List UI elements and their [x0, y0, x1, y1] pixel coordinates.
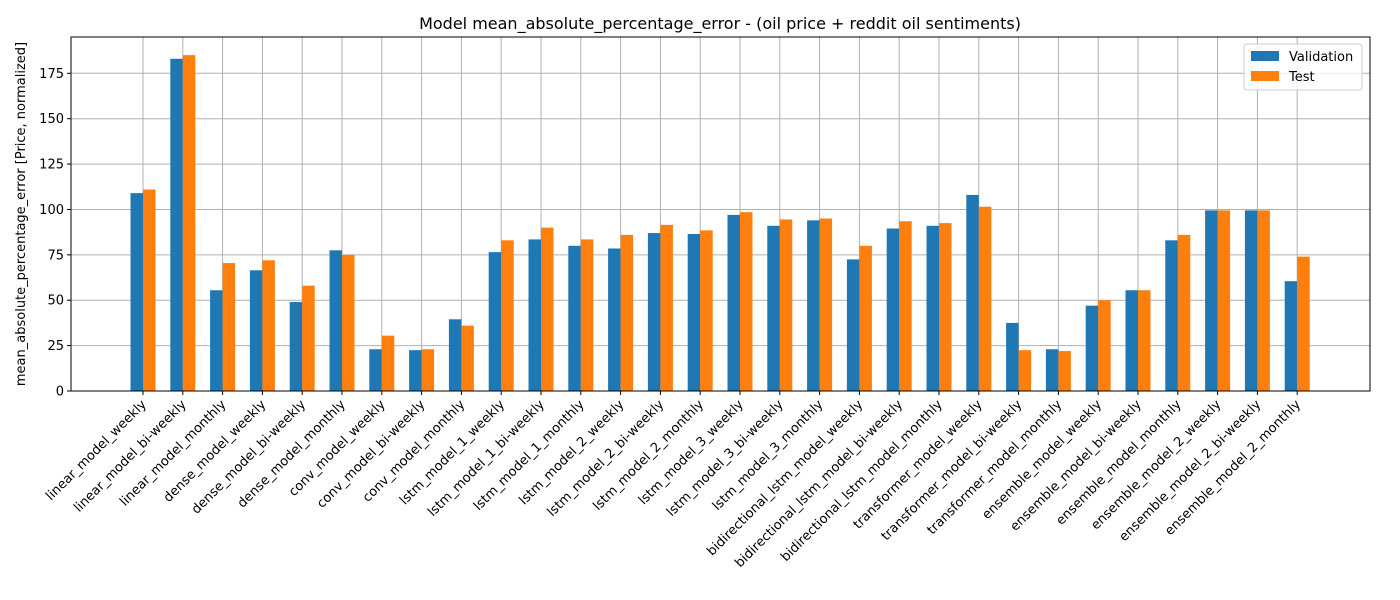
- bar-validation: [1085, 305, 1099, 391]
- bar-validation: [568, 245, 581, 391]
- bar-validation: [608, 248, 621, 391]
- bar-validation: [926, 225, 939, 391]
- bar-validation: [846, 259, 860, 391]
- legend-label-validation: Validation: [1289, 50, 1353, 65]
- bar-validation: [1045, 349, 1059, 391]
- bar-test: [501, 240, 514, 391]
- plot-area-frame: [70, 36, 1371, 392]
- bar-test: [1018, 350, 1032, 391]
- bar-validation: [886, 228, 900, 391]
- bar-test: [1058, 351, 1071, 391]
- y-tick-label: 75: [47, 248, 64, 263]
- bar-validation: [249, 270, 263, 391]
- bar-validation: [329, 250, 342, 391]
- y-tick-label: 25: [47, 339, 64, 354]
- bar-validation: [409, 350, 422, 391]
- legend-label-test: Test: [1288, 70, 1315, 85]
- bar-test: [899, 221, 912, 391]
- bar-validation: [1165, 240, 1178, 391]
- bar-test: [660, 224, 673, 391]
- bar-validation: [369, 349, 382, 391]
- bar-test: [939, 223, 952, 391]
- bar-validation: [210, 290, 223, 391]
- bar-test: [700, 230, 713, 391]
- bar-validation: [1244, 210, 1258, 391]
- bar-test: [541, 227, 554, 391]
- bar-validation: [687, 233, 701, 391]
- bar-test: [1138, 290, 1151, 391]
- bar-test: [580, 239, 594, 391]
- bar-validation: [966, 194, 979, 391]
- chart-title: Model mean_absolute_percentage_error - (…: [419, 14, 1021, 34]
- bar-test: [381, 335, 395, 391]
- y-axis: 0 25 50 75 100 125 150 175: [39, 67, 71, 400]
- y-axis-label: mean_absolute_percentage_error [Price, n…: [14, 42, 29, 386]
- bar-validation: [130, 193, 143, 391]
- bar-validation: [448, 319, 462, 391]
- bar-validation: [807, 220, 820, 391]
- bar-test: [1257, 210, 1270, 391]
- bar-test: [620, 234, 634, 391]
- y-tick-label: 50: [47, 294, 64, 309]
- bar-test: [1177, 234, 1191, 391]
- bar-validation: [1284, 281, 1298, 391]
- bar-test: [143, 189, 156, 391]
- bar-test: [1217, 210, 1231, 391]
- bar-validation: [1125, 290, 1138, 391]
- bar-validation: [528, 239, 541, 391]
- bar-validation: [767, 225, 780, 391]
- bar-test: [859, 245, 872, 391]
- bar-validation: [647, 233, 661, 391]
- bar-validation: [488, 252, 502, 391]
- bar-test: [182, 55, 196, 392]
- bar-test: [461, 325, 474, 391]
- x-axis: linear_model_weeklylinear_model_bi-weekl…: [43, 391, 1304, 571]
- bar-validation: [1205, 210, 1218, 391]
- bar-test: [421, 349, 435, 391]
- bar-test: [779, 219, 793, 391]
- bar-test: [342, 254, 355, 391]
- bars: [130, 55, 1310, 392]
- bar-test: [262, 260, 275, 391]
- legend-swatch-validation: [1251, 51, 1279, 61]
- bar-test: [1297, 256, 1310, 391]
- legend: Validation Test: [1243, 43, 1363, 91]
- bar-validation: [170, 58, 183, 392]
- bar-validation: [727, 214, 740, 391]
- bar-validation: [1006, 322, 1019, 391]
- y-tick-label: 100: [39, 203, 64, 218]
- bar-test: [740, 212, 753, 391]
- bar-test: [1098, 300, 1111, 391]
- y-tick-label: 175: [39, 67, 64, 82]
- y-tick-label: 150: [39, 112, 64, 127]
- bar-validation: [289, 302, 303, 391]
- bar-test: [978, 206, 992, 391]
- legend-swatch-test: [1251, 71, 1279, 81]
- bar-test: [222, 263, 236, 391]
- bar-test: [819, 218, 833, 391]
- y-tick-label: 0: [56, 385, 64, 400]
- y-tick-label: 125: [39, 158, 64, 173]
- bar-test: [302, 285, 315, 391]
